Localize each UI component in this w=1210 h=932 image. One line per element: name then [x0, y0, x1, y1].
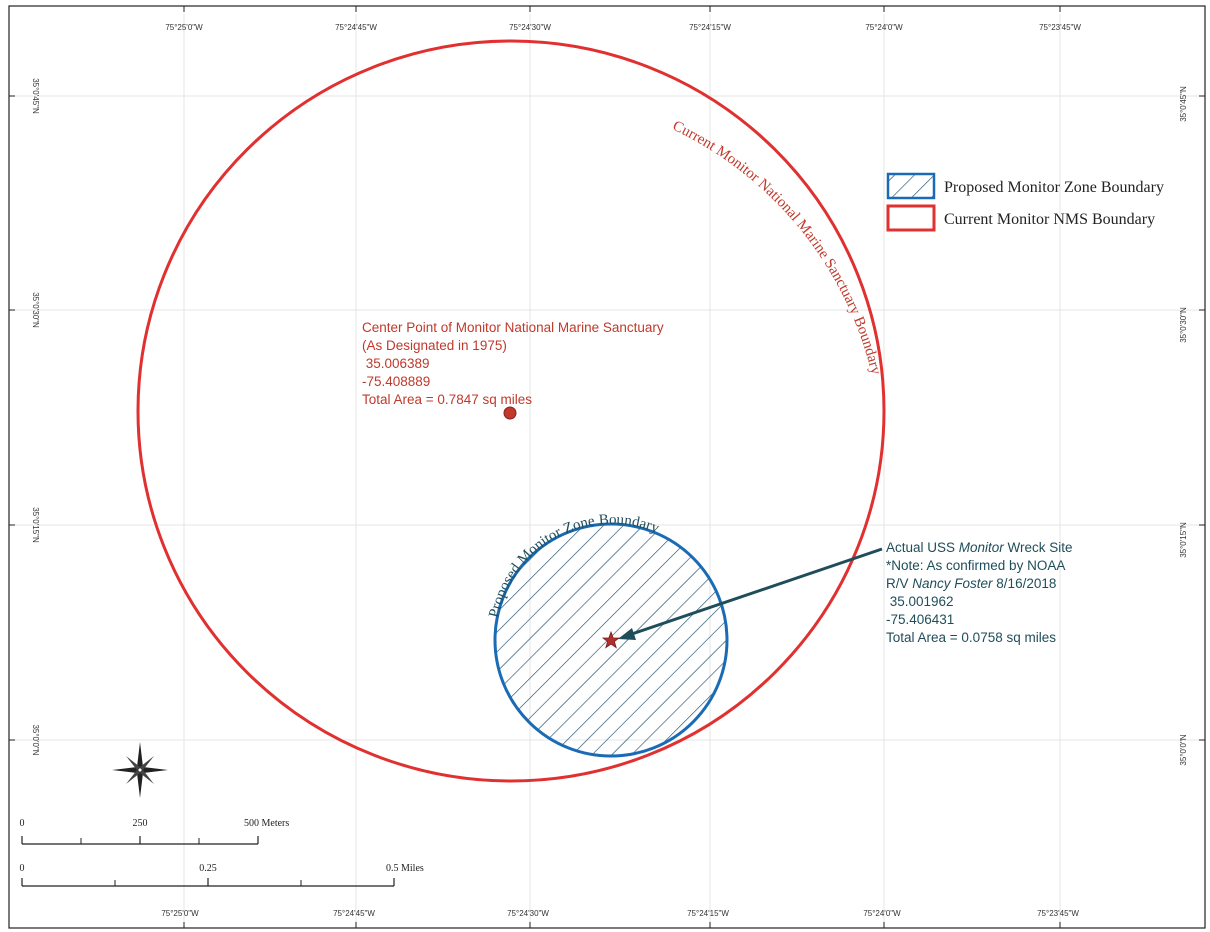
arrowhead-icon	[618, 628, 636, 640]
sanctuary-center-label: Center Point of Monitor National Marine …	[362, 320, 664, 407]
lon-ticks-bottom: 75°25'0"W 75°24'45"W 75°24'30"W 75°24'15…	[161, 909, 1079, 928]
lon-tick-bottom: 75°25'0"W	[161, 909, 199, 918]
legend-swatch-proposed	[886, 172, 936, 200]
wreck-lon: -75.406431	[886, 612, 954, 627]
lat-ticks-right: 35°0'45"N 35°0'30"N 35°0'15"N 35°0'0"N	[1179, 86, 1205, 766]
lon-tick-bottom: 75°24'0"W	[863, 909, 901, 918]
scale-meters-label: 250	[133, 818, 148, 829]
legend: Proposed Monitor Zone Boundary Current M…	[886, 172, 1164, 232]
scale-miles-label: 0.25	[199, 863, 217, 874]
map-frame	[8, 5, 1206, 929]
lon-tick-bottom: 75°23'45"W	[1037, 909, 1079, 918]
lon-ticks-top: 75°25'0"W 75°24'45"W 75°24'30"W 75°24'15…	[165, 6, 1081, 32]
wreck-site-label: Actual USS Monitor Wreck Site *Note: As …	[886, 540, 1073, 645]
proposed-zone-boundary	[493, 522, 729, 758]
lon-tick-top: 75°24'15"W	[689, 23, 731, 32]
sanctuary-center-lon: -75.408889	[362, 374, 430, 389]
lon-tick-top: 75°24'45"W	[335, 23, 377, 32]
compass-rose-icon	[112, 742, 168, 798]
wreck-vessel: R/V Nancy Foster 8/16/2018	[886, 576, 1056, 591]
wreck-total-area: Total Area = 0.0758 sq miles	[886, 630, 1056, 645]
sanctuary-center-line: Center Point of Monitor National Marine …	[362, 320, 664, 335]
legend-swatch-current	[886, 204, 936, 232]
lon-tick-bottom: 75°24'15"W	[687, 909, 729, 918]
sanctuary-center-line: (As Designated in 1975)	[362, 338, 507, 353]
sanctuary-center-point	[503, 406, 517, 420]
sanctuary-boundary	[136, 39, 886, 783]
lat-tick-left: 35°0'45"N	[31, 78, 40, 114]
wreck-note: *Note: As confirmed by NOAA	[886, 558, 1065, 573]
scale-miles-label: 0	[20, 863, 25, 874]
wreck-site-star-icon	[601, 630, 621, 649]
sanctuary-total-area: Total Area = 0.7847 sq miles	[362, 392, 532, 407]
scale-bar-miles: 0 0.25 0.5 Miles	[20, 863, 424, 887]
lon-tick-top: 75°25'0"W	[165, 23, 203, 32]
lon-tick-top: 75°23'45"W	[1039, 23, 1081, 32]
lat-ticks-left: 35°0'45"N 35°0'30"N 35°0'15"N 35°0'0"N	[9, 78, 40, 756]
scale-bar-meters: 0 250 500 Meters	[20, 818, 289, 845]
lon-tick-bottom: 75°24'45"W	[333, 909, 375, 918]
scale-meters-label: 0	[20, 818, 25, 829]
lat-tick-right: 35°0'15"N	[1179, 522, 1188, 558]
wreck-title: Actual USS Monitor Wreck Site	[886, 540, 1073, 555]
lat-tick-left: 35°0'0"N	[31, 724, 40, 755]
sanctuary-center-lat: 35.006389	[362, 356, 430, 371]
lat-tick-right: 35°0'45"N	[1179, 86, 1188, 122]
scale-meters-label: 500 Meters	[244, 818, 289, 829]
legend-label-current: Current Monitor NMS Boundary	[944, 211, 1155, 228]
lon-tick-bottom: 75°24'30"W	[507, 909, 549, 918]
lat-tick-right: 35°0'0"N	[1179, 734, 1188, 765]
lon-tick-top: 75°24'0"W	[865, 23, 903, 32]
scale-miles-label: 0.5 Miles	[386, 863, 424, 874]
lat-tick-left: 35°0'15"N	[31, 507, 40, 543]
lat-tick-left: 35°0'30"N	[31, 292, 40, 328]
legend-label-proposed: Proposed Monitor Zone Boundary	[944, 179, 1164, 196]
lat-tick-right: 35°0'30"N	[1179, 307, 1188, 343]
wreck-lat: 35.001962	[886, 594, 954, 609]
lon-tick-top: 75°24'30"W	[509, 23, 551, 32]
wreck-pointer-arrow	[625, 547, 883, 638]
